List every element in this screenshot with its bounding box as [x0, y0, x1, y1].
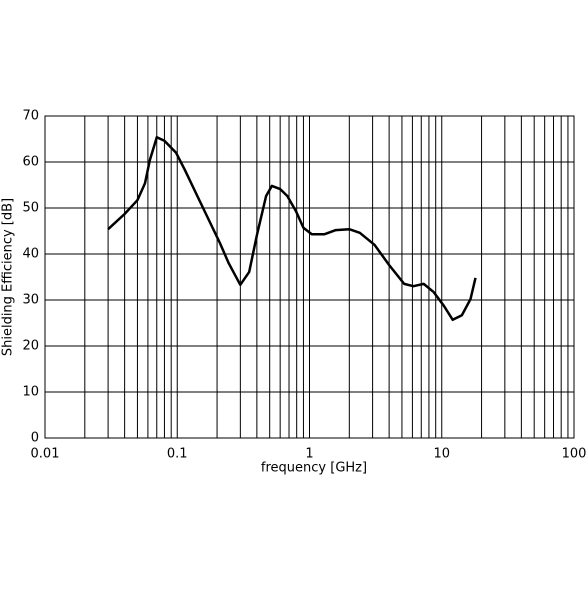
x-axis-label: frequency [GHz]	[261, 461, 367, 476]
plot-frame	[44, 115, 575, 439]
y-tick-label: 0	[31, 431, 39, 446]
y-tick-label: 50	[22, 201, 39, 216]
y-tick-label: 30	[22, 293, 39, 308]
y-tick-label: 40	[22, 247, 39, 262]
x-tick-label: 0.01	[31, 447, 60, 462]
y-tick-label: 20	[22, 339, 39, 354]
x-tick-label: 10	[433, 447, 450, 462]
data-line	[107, 135, 477, 322]
y-tick-label: 70	[22, 109, 39, 124]
y-tick-label: 10	[22, 385, 39, 400]
y-tick-label: 60	[22, 155, 39, 170]
x-tick-label: 0.1	[167, 447, 188, 462]
y-axis-label: Shielding Efficiency [dB]	[1, 198, 16, 356]
x-tick-label: 1	[305, 447, 313, 462]
x-tick-label: 100	[562, 447, 586, 462]
